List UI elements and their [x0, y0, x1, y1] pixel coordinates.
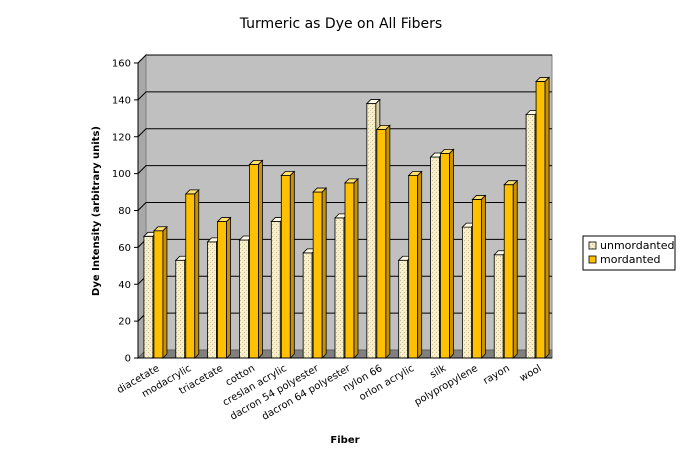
gridline	[137, 54, 552, 64]
bar-front	[430, 156, 440, 359]
bar-side	[258, 159, 263, 359]
bar-mordanted-1	[184, 188, 200, 359]
bar-mordanted-7	[375, 124, 391, 359]
bar-front	[175, 259, 186, 359]
bar-side	[289, 170, 295, 359]
bar-front	[249, 164, 259, 359]
y-tick-label: 20	[118, 317, 131, 328]
bar-front	[398, 259, 409, 359]
bar-mordanted-0	[152, 225, 168, 359]
y-tick-label: 40	[118, 280, 131, 291]
legend-label-mordanted: mordanted	[600, 253, 661, 266]
bar-side	[544, 76, 550, 359]
y-tick-label: 60	[118, 243, 131, 254]
bar-side	[321, 187, 327, 359]
y-axis: 0 20 40 60 80 100 120 140 160	[112, 59, 139, 365]
bar-mordanted-6	[344, 177, 359, 359]
bar-front	[207, 241, 218, 359]
bar-side	[449, 148, 454, 359]
bar-front	[185, 193, 196, 359]
y-tick-label: 100	[112, 169, 131, 180]
bar-side	[194, 188, 200, 359]
bar-front	[366, 103, 377, 359]
bar-side	[162, 225, 168, 359]
bar-front	[270, 221, 281, 359]
bar-side	[480, 194, 486, 359]
bar-mordanted-9	[439, 148, 455, 359]
x-tick-label: rayon	[481, 363, 511, 387]
y-tick-label: 140	[112, 95, 131, 106]
bar-front	[334, 217, 345, 359]
legend-box	[582, 235, 676, 271]
y-tick-label: 80	[118, 206, 131, 217]
bar-front	[280, 175, 291, 359]
bar-mordanted-2	[216, 216, 232, 359]
bar-mordanted-5	[312, 187, 328, 359]
bar-side	[353, 177, 359, 359]
bar-mordanted-3	[248, 159, 264, 359]
gridline	[137, 91, 552, 101]
bar-front	[493, 254, 504, 359]
bar-front	[461, 226, 472, 359]
bars	[142, 76, 551, 359]
bar-front	[217, 221, 228, 359]
gridline	[137, 165, 552, 174]
bar-front	[471, 199, 482, 359]
bar-front	[440, 152, 450, 359]
x-tick-label: silk	[428, 363, 448, 381]
bar-side	[417, 170, 423, 359]
bar-front	[376, 128, 387, 359]
legend-label-unmordanted: unmordanted	[600, 239, 674, 252]
bar-mordanted-12	[535, 76, 551, 359]
bar-front	[239, 239, 249, 359]
bar-front	[302, 252, 313, 359]
x-tick-label: wool	[518, 363, 544, 384]
bar-front	[153, 230, 164, 359]
legend-swatch-mordanted	[588, 255, 597, 264]
y-tick-label: 120	[112, 132, 131, 143]
bar-mordanted-11	[503, 179, 519, 359]
bar-front	[344, 182, 355, 359]
y-tick-label: 160	[112, 59, 131, 70]
gridline	[137, 128, 552, 138]
chart-title: Turmeric as Dye on All Fibers	[239, 16, 442, 32]
bar-front	[535, 81, 546, 359]
bar-side	[512, 179, 518, 359]
bar-front	[503, 184, 514, 359]
bar-front	[312, 191, 323, 359]
bar-mordanted-8	[407, 170, 423, 359]
bar-front	[143, 235, 154, 359]
x-axis-title: Fiber	[330, 435, 359, 446]
x-axis: diacetatemodacrylictriacetatecottoncresl…	[115, 357, 552, 423]
bar-front	[408, 175, 419, 359]
bar-mordanted-10	[471, 194, 487, 359]
plot-floor-edge	[552, 350, 560, 358]
legend-swatch-unmordanted	[588, 241, 597, 250]
y-axis-title: Dye Intensity (arbitrary units)	[91, 126, 102, 296]
x-tick-label: orlon acrylic	[358, 363, 417, 403]
bar-side	[385, 124, 391, 359]
y-tick-label: 0	[125, 354, 131, 365]
bar-side	[226, 216, 232, 359]
bar-mordanted-4	[280, 170, 296, 359]
bar-front	[525, 114, 536, 359]
